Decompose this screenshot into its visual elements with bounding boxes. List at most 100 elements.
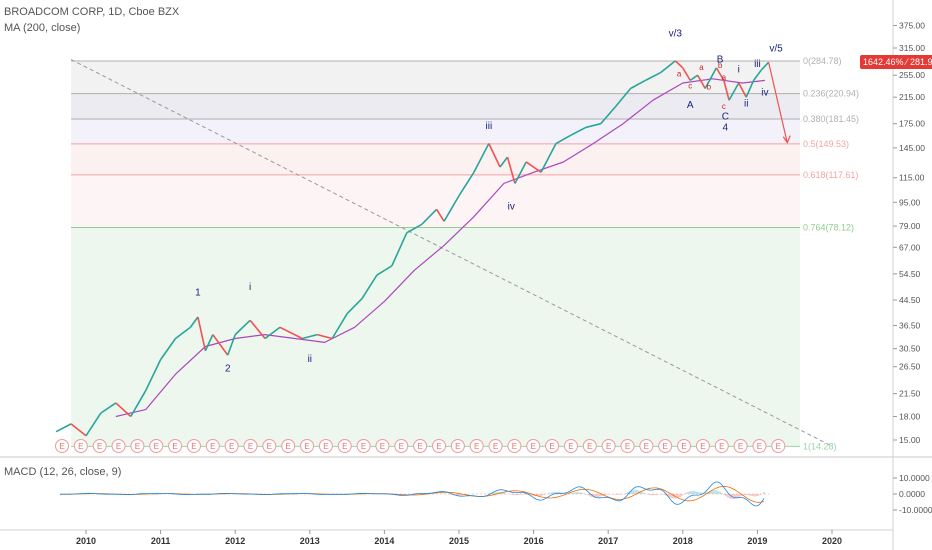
earnings-circle xyxy=(356,439,371,453)
earnings-marker: E xyxy=(620,439,635,453)
price-tick-label: 67.00 xyxy=(899,242,921,252)
earnings-marker: E xyxy=(73,439,88,453)
earnings-letter: E xyxy=(210,442,215,451)
projection-arrow[interactable] xyxy=(768,62,791,144)
earnings-circle xyxy=(111,439,126,453)
earnings-marker: E xyxy=(488,439,503,453)
time-tick-label: 2016 xyxy=(524,536,544,546)
price-segment xyxy=(376,265,393,276)
price-segment xyxy=(70,423,87,437)
price-tick-label: 15.00 xyxy=(899,435,921,445)
price-segment xyxy=(615,87,632,107)
earnings-marker: E xyxy=(450,439,465,453)
earnings-circle xyxy=(545,439,560,453)
time-tick-label: 2018 xyxy=(673,536,693,546)
earnings-marker: E xyxy=(658,439,673,453)
price-tick-label: 21.50 xyxy=(899,389,921,399)
fib-zone xyxy=(71,174,800,228)
price-line xyxy=(55,60,770,437)
price-segment xyxy=(346,297,363,315)
earnings-letter: E xyxy=(78,442,83,451)
price-segment xyxy=(443,195,460,222)
earnings-marker: E xyxy=(677,439,692,453)
price-segment xyxy=(279,326,303,340)
price-segment xyxy=(100,402,117,414)
fib-label: 0.618(117.61) xyxy=(803,170,858,180)
earnings-marker: E xyxy=(582,439,597,453)
fib-label: 0.764(78.12) xyxy=(803,223,854,233)
price-segment xyxy=(435,208,445,222)
price-tick-label: 44.50 xyxy=(899,295,921,305)
earnings-circle xyxy=(677,439,692,453)
trendline[interactable] xyxy=(70,59,833,447)
price-segment xyxy=(689,74,699,82)
price-segment xyxy=(189,316,199,328)
earnings-marker: E xyxy=(356,439,371,453)
macd-pane: 10.0000 0.0000 -10.0000 xyxy=(59,473,932,515)
earnings-circle xyxy=(337,439,352,453)
price-segment xyxy=(600,105,617,125)
earnings-circle xyxy=(205,439,220,453)
earnings-circle xyxy=(130,439,145,453)
earnings-circle xyxy=(186,439,201,453)
fib-zones xyxy=(71,60,800,447)
price-segment xyxy=(331,313,348,339)
time-axis[interactable]: 2010 2011 2012 2013 2014 2015 2016 2017 2018 2019… xyxy=(76,530,842,546)
wave-label: A xyxy=(687,100,694,111)
price-tick-label: 95.00 xyxy=(899,197,921,207)
price-segment xyxy=(525,161,542,173)
price-segment xyxy=(570,126,587,136)
earnings-marker: E xyxy=(224,439,239,453)
earnings-marker: E xyxy=(281,439,296,453)
earnings-letter: E xyxy=(512,442,517,451)
earnings-circle xyxy=(507,439,522,453)
time-tick-label: 2011 xyxy=(151,536,171,546)
price-segment xyxy=(488,143,501,168)
earnings-circle xyxy=(262,439,277,453)
price-segment xyxy=(421,208,438,226)
price-segment xyxy=(130,390,147,417)
wave-label: iv xyxy=(508,201,515,212)
price-axis[interactable]: 15.00 18.00 21.50 26.50 30.50 36.50 44.50 54.50… xyxy=(893,21,925,445)
earnings-circle xyxy=(714,439,729,453)
earnings-marker: E xyxy=(469,439,484,453)
macd-tick-label: 0.0000 xyxy=(899,489,925,499)
price-tick-label: 175.00 xyxy=(899,119,925,129)
wave-label: a xyxy=(699,63,704,72)
earnings-circle xyxy=(733,439,748,453)
price-segment xyxy=(697,74,706,89)
earnings-letter: E xyxy=(323,442,328,451)
earnings-letter: E xyxy=(97,442,102,451)
earnings-letter: E xyxy=(493,442,498,451)
price-segment xyxy=(406,223,423,234)
fib-zone xyxy=(71,60,800,94)
price-segment xyxy=(753,69,762,81)
earnings-letter: E xyxy=(135,442,140,451)
earnings-marker: E xyxy=(111,439,126,453)
arrow-head xyxy=(782,135,791,144)
price-segment xyxy=(760,61,770,71)
earnings-circle xyxy=(752,439,767,453)
earnings-marker: E xyxy=(394,439,409,453)
earnings-letter: E xyxy=(304,442,309,451)
earnings-circle xyxy=(281,439,296,453)
fib-zone xyxy=(71,227,800,447)
earnings-letter: E xyxy=(776,442,781,451)
earnings-letter: E xyxy=(361,442,366,451)
earnings-circle xyxy=(243,439,258,453)
earnings-marker: E xyxy=(130,439,145,453)
fib-zone xyxy=(71,93,800,120)
earnings-marker: E xyxy=(168,439,183,453)
wave-label: i xyxy=(738,65,740,76)
price-segment xyxy=(144,359,162,392)
wave-label: i xyxy=(249,282,251,293)
earnings-circle xyxy=(55,439,69,453)
earnings-marker: E xyxy=(752,439,767,453)
earnings-circle xyxy=(695,439,710,453)
time-tick-label: 2012 xyxy=(225,536,245,546)
earnings-circle xyxy=(432,439,446,453)
earnings-marker: E xyxy=(262,439,277,453)
price-segment xyxy=(175,326,191,340)
